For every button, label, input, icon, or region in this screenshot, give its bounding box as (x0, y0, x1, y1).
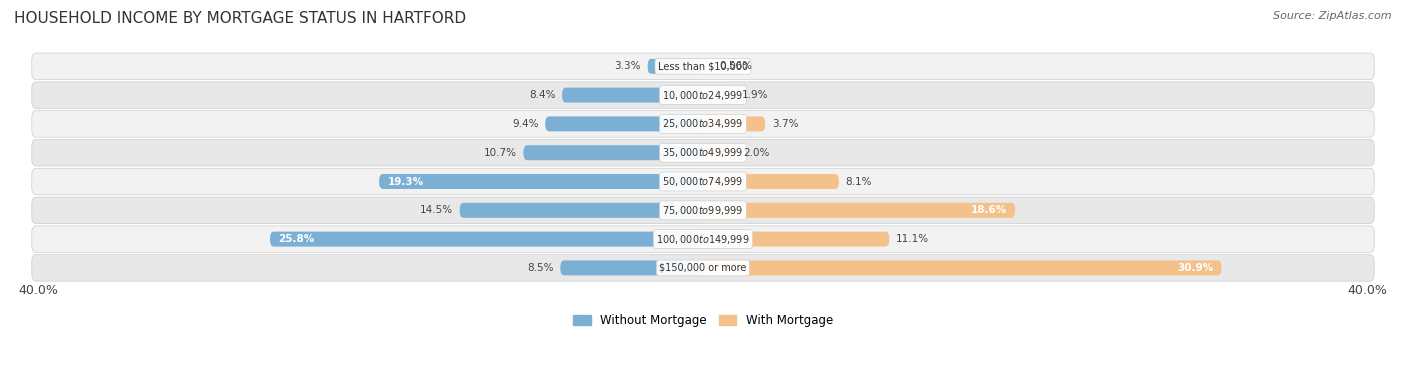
FancyBboxPatch shape (460, 203, 703, 218)
Text: $150,000 or more: $150,000 or more (659, 263, 747, 273)
Text: 9.4%: 9.4% (512, 119, 538, 129)
FancyBboxPatch shape (546, 116, 703, 132)
FancyBboxPatch shape (703, 116, 765, 132)
FancyBboxPatch shape (32, 197, 1374, 223)
FancyBboxPatch shape (703, 203, 1015, 218)
FancyBboxPatch shape (703, 59, 713, 74)
FancyBboxPatch shape (703, 88, 735, 102)
FancyBboxPatch shape (703, 232, 889, 246)
Text: $100,000 to $149,999: $100,000 to $149,999 (657, 232, 749, 246)
Text: 2.0%: 2.0% (744, 148, 769, 158)
FancyBboxPatch shape (270, 232, 703, 246)
Text: Less than $10,000: Less than $10,000 (658, 61, 748, 71)
Text: 3.7%: 3.7% (772, 119, 799, 129)
FancyBboxPatch shape (562, 88, 703, 102)
Text: 0.56%: 0.56% (718, 61, 752, 71)
Text: 14.5%: 14.5% (420, 205, 453, 215)
Text: 30.9%: 30.9% (1177, 263, 1213, 273)
FancyBboxPatch shape (32, 255, 1374, 281)
FancyBboxPatch shape (32, 226, 1374, 253)
Text: $50,000 to $74,999: $50,000 to $74,999 (662, 175, 744, 188)
FancyBboxPatch shape (523, 145, 703, 160)
Text: $75,000 to $99,999: $75,000 to $99,999 (662, 204, 744, 217)
Text: $25,000 to $34,999: $25,000 to $34,999 (662, 118, 744, 130)
FancyBboxPatch shape (32, 139, 1374, 166)
FancyBboxPatch shape (32, 82, 1374, 108)
Text: Source: ZipAtlas.com: Source: ZipAtlas.com (1274, 11, 1392, 21)
Legend: Without Mortgage, With Mortgage: Without Mortgage, With Mortgage (568, 310, 838, 332)
Text: HOUSEHOLD INCOME BY MORTGAGE STATUS IN HARTFORD: HOUSEHOLD INCOME BY MORTGAGE STATUS IN H… (14, 11, 467, 26)
Text: 25.8%: 25.8% (278, 234, 315, 244)
FancyBboxPatch shape (561, 260, 703, 276)
Text: 8.4%: 8.4% (529, 90, 555, 100)
Text: 10.7%: 10.7% (484, 148, 517, 158)
Text: 1.9%: 1.9% (741, 90, 768, 100)
FancyBboxPatch shape (703, 145, 737, 160)
Text: $35,000 to $49,999: $35,000 to $49,999 (662, 146, 744, 159)
Text: 40.0%: 40.0% (1348, 284, 1388, 297)
Text: 11.1%: 11.1% (896, 234, 929, 244)
FancyBboxPatch shape (703, 260, 1222, 276)
Text: 8.1%: 8.1% (845, 177, 872, 186)
FancyBboxPatch shape (32, 111, 1374, 137)
FancyBboxPatch shape (703, 174, 839, 189)
FancyBboxPatch shape (380, 174, 703, 189)
Text: 8.5%: 8.5% (527, 263, 554, 273)
FancyBboxPatch shape (32, 168, 1374, 195)
Text: 18.6%: 18.6% (970, 205, 1007, 215)
Text: 3.3%: 3.3% (614, 61, 641, 71)
Text: 19.3%: 19.3% (388, 177, 423, 186)
Text: $10,000 to $24,999: $10,000 to $24,999 (662, 88, 744, 102)
Text: 40.0%: 40.0% (18, 284, 58, 297)
FancyBboxPatch shape (648, 59, 703, 74)
FancyBboxPatch shape (32, 53, 1374, 79)
